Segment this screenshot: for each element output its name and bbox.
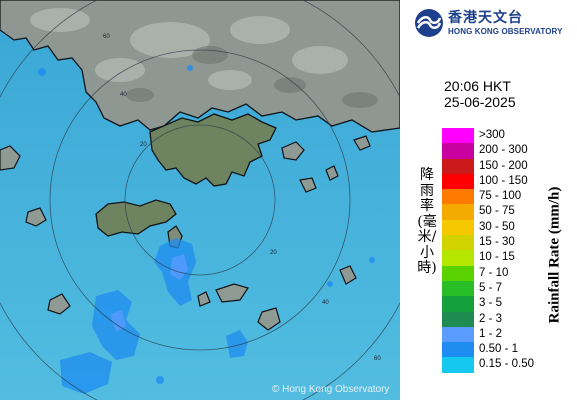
legend-label: 0.15 - 0.50 <box>479 358 534 371</box>
ring-label-20-se: 20 <box>270 250 277 256</box>
legend-label: 10 - 15 <box>479 251 515 264</box>
ring-label-20-nw: 20 <box>140 142 147 148</box>
legend-swatch <box>442 265 474 281</box>
legend-swatch <box>442 280 474 297</box>
legend-swatch <box>442 296 474 312</box>
legend-swatch <box>442 158 474 174</box>
legend-swatch <box>442 219 474 236</box>
observation-date: 25-06-2025 <box>444 94 516 110</box>
side-panel: 香港天文台 HONG KONG OBSERVATORY 20:06 HKT 25… <box>400 0 577 400</box>
legend-swatch <box>442 143 474 159</box>
legend-swatch <box>442 326 474 343</box>
ring-label-40-se: 40 <box>322 300 329 306</box>
legend-label: 75 - 100 <box>479 190 522 203</box>
legend-label: 15 - 30 <box>479 236 515 249</box>
legend-swatch <box>442 204 474 220</box>
logo-chinese-name: 香港天文台 <box>448 9 523 26</box>
mainland-texture <box>30 8 348 90</box>
radar-map[interactable]: 60 40 20 20 40 60 © Hong Kong Observator… <box>0 0 426 405</box>
legend-title-en: Rainfall Rate (mm/h) <box>546 186 563 324</box>
legend-label: 150 - 200 <box>479 159 528 172</box>
logo-english-name: HONG KONG OBSERVATORY <box>448 26 563 36</box>
ring-labels: 60 40 20 20 40 60 <box>103 34 381 362</box>
legend-swatch <box>442 357 474 373</box>
legend-label: 3 - 5 <box>479 297 503 310</box>
hko-logo-icon <box>415 9 443 37</box>
legend-swatch <box>442 173 474 190</box>
legend-label: 7 - 10 <box>479 266 509 279</box>
ring-label-60-se: 60 <box>374 356 381 362</box>
rain-echoes-scattered <box>38 65 375 384</box>
legend-label: 50 - 75 <box>479 205 515 218</box>
legend-title-zh: 降雨率(毫米/小時) <box>417 167 437 276</box>
legend-label: 0.50 - 1 <box>479 343 518 356</box>
legend-label: 30 - 50 <box>479 220 515 233</box>
new-territories <box>149 113 277 187</box>
western-islands <box>0 145 71 315</box>
legend-label: 100 - 150 <box>479 174 528 187</box>
observation-time: 20:06 HKT <box>444 78 511 94</box>
legend-swatch <box>442 250 474 266</box>
southern-islands <box>197 265 357 331</box>
legend-label: 1 - 2 <box>479 327 503 340</box>
ring-label-60-nw: 60 <box>103 34 110 40</box>
legend-swatch <box>442 342 474 358</box>
legend-swatch <box>442 311 474 327</box>
ring-label-40-nw: 40 <box>120 92 127 98</box>
hko-logo[interactable]: 香港天文台 HONG KONG OBSERVATORY <box>414 6 563 40</box>
lantau-island <box>95 199 177 237</box>
legend-label: >300 <box>479 129 505 141</box>
copyright-text: © Hong Kong Observatory <box>272 384 390 395</box>
legend-swatch <box>442 235 474 251</box>
mainland-dark-texture <box>126 46 378 108</box>
eastern-islands <box>281 135 371 193</box>
legend-label: 200 - 300 <box>479 144 528 157</box>
legend-label: 2 - 3 <box>479 312 503 325</box>
legend-swatch <box>442 128 474 144</box>
radar-map-svg: 60 40 20 20 40 60 <box>0 0 426 405</box>
legend-label: 5 - 7 <box>479 281 503 294</box>
legend-swatch <box>442 189 474 205</box>
